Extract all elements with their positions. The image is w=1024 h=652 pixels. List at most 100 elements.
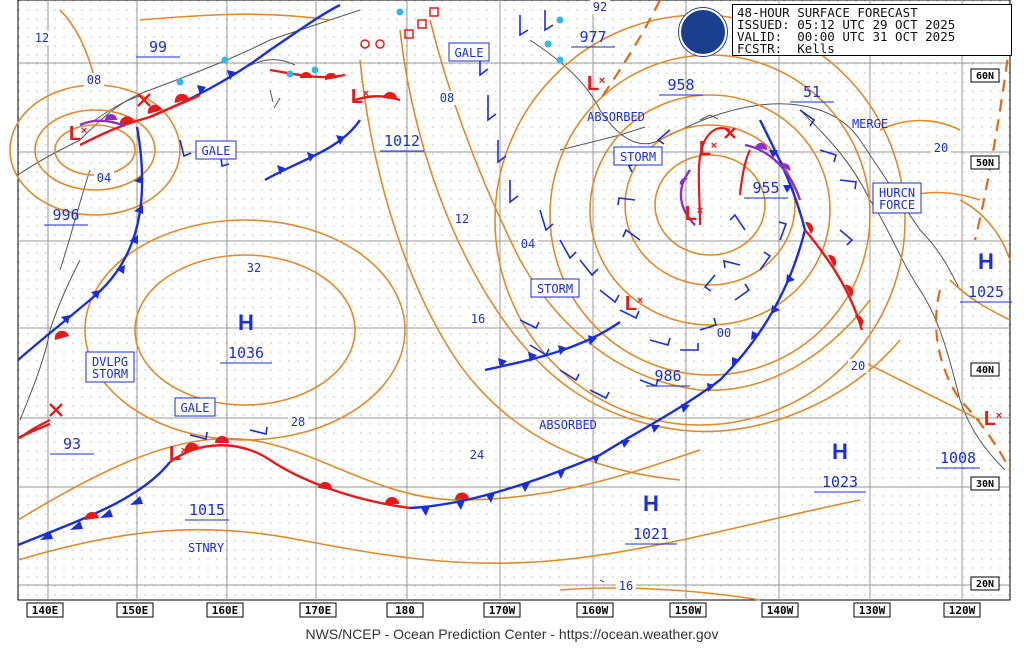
- low-pressure-value: 955: [752, 179, 779, 197]
- low-center-x-marker: ×: [637, 295, 643, 307]
- warning-label: STORM: [620, 150, 656, 164]
- isobar-label: 08: [87, 73, 101, 87]
- high-pressure-symbol: H: [978, 249, 994, 274]
- isobar-label-bg: [616, 579, 636, 593]
- isobar-label: 92: [593, 0, 607, 14]
- low-pressure-symbol: L: [685, 203, 697, 225]
- header-issued: ISSUED: 05:12 UTC 29 OCT 2025: [737, 17, 956, 32]
- longitude-label-box: [669, 602, 707, 618]
- isobar-label: 20: [934, 141, 948, 155]
- isobar-label-bg: [84, 73, 104, 87]
- isobar-label: 12: [455, 212, 469, 226]
- longitude-label: 170E: [305, 604, 332, 617]
- latitude-label: 30N: [976, 479, 994, 490]
- isobar-label-bg: [848, 359, 868, 373]
- low-center-x-marker: ×: [181, 445, 187, 457]
- warning-label: FORCE: [879, 198, 915, 212]
- warning-label-box: [195, 140, 237, 160]
- warning-label: GALE: [181, 401, 210, 415]
- low-pressure-symbol: L: [351, 86, 363, 108]
- latitude-label: 20N: [976, 579, 994, 590]
- warning-label-box: [613, 146, 663, 166]
- low-pressure-value: 99: [149, 38, 167, 56]
- longitude-label: 160E: [212, 604, 239, 617]
- low-center-x-marker: ×: [996, 410, 1002, 422]
- isobar-label-bg: [244, 261, 264, 275]
- longitude-label: 120W: [949, 604, 976, 617]
- isobar-label: 28: [291, 415, 305, 429]
- low-pressure-symbol: L: [69, 123, 81, 145]
- latitude-label: 40N: [976, 365, 994, 376]
- map-labels: GALEGALEGALESTORMSTORMDVLPGSTORMHURCNFOR…: [32, 0, 951, 593]
- isobar-label-bg: [437, 91, 457, 105]
- longitude-label: 140E: [32, 604, 59, 617]
- warning-label-box: [872, 182, 922, 214]
- map-axes: 140E 150E 160E 170E 180 170W 160W 150W 140W 130W 1…: [26, 68, 1000, 618]
- warning-label: HURCN: [879, 186, 915, 200]
- longitude-label: 170W: [489, 604, 516, 617]
- low-pressure-symbol: L: [984, 408, 996, 430]
- latitude-label: 50N: [976, 158, 994, 169]
- warning-label: STORM: [537, 282, 573, 296]
- annotation-label: ABSORBED: [539, 418, 597, 432]
- header-title: 48-HOUR SURFACE FORECAST: [737, 5, 918, 20]
- low-pressure-value: 1015: [189, 501, 225, 519]
- warning-label: GALE: [202, 144, 231, 158]
- pressure-centers: H 1036 H 1023 H 1021 H 1025 996 1012 958 955 986 1015…: [44, 28, 1012, 545]
- isobar-label: 16: [619, 579, 633, 593]
- isobar-label: 12: [35, 31, 49, 45]
- isobar-label-bg: [94, 171, 114, 185]
- isobar-label-bg: [32, 31, 52, 45]
- low-pressure-symbol: L: [169, 443, 181, 465]
- longitude-label: 130W: [859, 604, 886, 617]
- high-pressure-value: 1025: [968, 283, 1004, 301]
- low-center-x-marker: ×: [711, 140, 717, 152]
- longitude-label-box: [943, 602, 981, 618]
- longitude-label: 150E: [122, 604, 149, 617]
- isobar-label-bg: [518, 237, 538, 251]
- warning-label-box: [530, 278, 580, 298]
- warning-label-box: [174, 397, 216, 417]
- longitude-label: 140W: [767, 604, 794, 617]
- low-pressure-value: 1008: [940, 449, 976, 467]
- map-background: [18, 0, 1010, 600]
- warning-label-box: [448, 42, 490, 62]
- isobar-label: 20: [851, 359, 865, 373]
- forecast-header: 48-HOUR SURFACE FORECAST ISSUED: 05:12 U…: [679, 4, 1012, 56]
- high-pressure-value: 1021: [633, 525, 669, 543]
- isobar-label-bg: [714, 326, 734, 340]
- annotation-label: MERGE: [852, 117, 888, 131]
- latitude-label-box: [970, 155, 1000, 170]
- credit-line: NWS/NCEP - Ocean Prediction Center - htt…: [305, 626, 719, 642]
- warning-label: DVLPG: [92, 355, 128, 369]
- longitude-label-box: [853, 602, 891, 618]
- longitude-label-box: [26, 602, 64, 618]
- low-pressure-value: 51: [803, 83, 821, 101]
- warning-label: STORM: [92, 367, 128, 381]
- annotation-label: ABSORBED: [587, 110, 645, 124]
- low-pressure-value: 996: [52, 206, 79, 224]
- front-barbs-warm: [54, 72, 864, 520]
- isobar-label-bg: [452, 212, 472, 226]
- isobar-label: 00: [717, 326, 731, 340]
- warning-label-box: [85, 351, 135, 383]
- high-pressure-value: 1023: [822, 473, 858, 491]
- isobar-label: 04: [521, 237, 535, 251]
- longitude-label-box: [483, 602, 521, 618]
- longitude-label: 160W: [582, 604, 609, 617]
- latitude-label-box: [970, 476, 1000, 491]
- low-pressure-value: 977: [579, 28, 606, 46]
- isobar-label: 24: [470, 448, 484, 462]
- latitude-label-box: [970, 68, 1000, 83]
- low-center-x-marker: ×: [697, 205, 703, 217]
- low-center-x-marker: ×: [81, 125, 87, 137]
- header-valid: VALID: 00:00 UTC 31 OCT 2025: [737, 29, 956, 44]
- low-pressure-value: 93: [63, 435, 81, 453]
- noaa-logo: [679, 8, 727, 56]
- high-pressure-symbol: H: [238, 310, 254, 335]
- low-pressure-symbol: L: [587, 73, 599, 95]
- dashed-isobars: [599, 0, 1012, 471]
- isobar-label-bg: [931, 141, 951, 155]
- latitude-label: 60N: [976, 71, 994, 82]
